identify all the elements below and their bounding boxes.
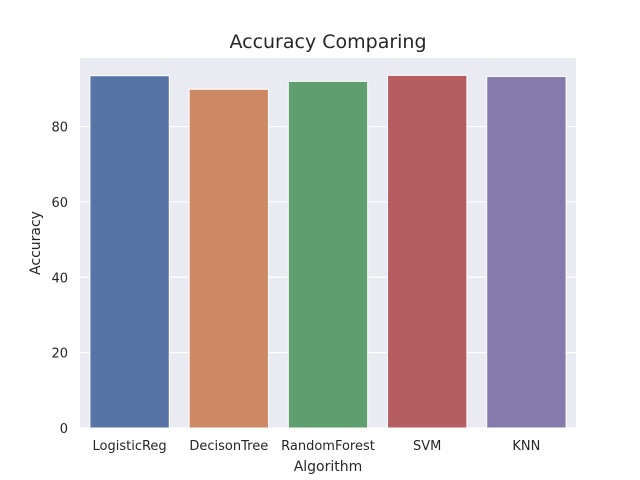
y-tick-label: 40 [51,271,68,286]
bar-logisticreg [89,75,170,429]
y-axis-label: Accuracy [28,211,44,275]
y-tick-label: 0 [60,422,68,437]
bar-svm [387,74,468,429]
bar-decisontree [188,88,269,429]
bar-knn [486,75,567,429]
x-tick-labels: LogisticReg DecisonTree RandomForest SVM KNN [93,439,541,454]
x-tick-label: RandomForest [281,439,375,454]
y-tick-label: 60 [51,196,68,211]
x-tick-label: LogisticReg [93,439,167,454]
y-tick-label: 20 [51,347,68,362]
bar-randomforest [287,80,369,429]
x-tick-label: DecisonTree [189,439,268,454]
y-tick-label: 80 [51,121,68,136]
x-tick-label: SVM [413,439,441,454]
bars [89,74,567,429]
chart-title: Accuracy Comparing [229,31,426,53]
y-tick-labels: 0 20 40 60 80 [51,121,68,437]
x-axis-label: Algorithm [294,459,363,475]
x-tick-label: KNN [512,439,540,454]
